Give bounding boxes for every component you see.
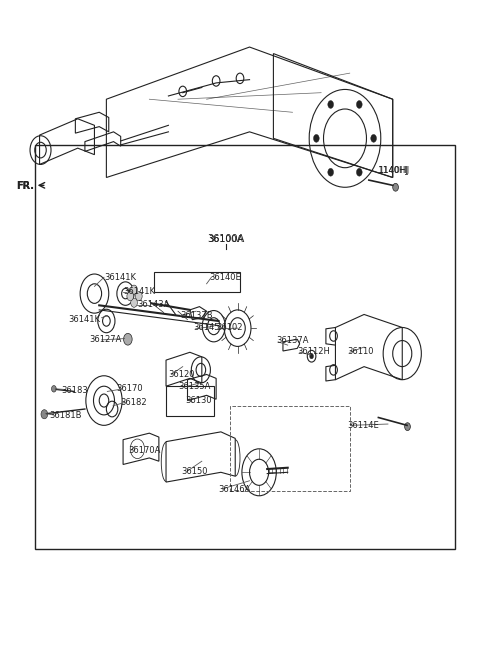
Circle shape	[328, 101, 334, 108]
Text: 1140HJ: 1140HJ	[378, 166, 411, 176]
Text: 36141K: 36141K	[104, 272, 136, 282]
Text: 36150: 36150	[182, 467, 208, 476]
Circle shape	[310, 354, 313, 359]
Circle shape	[328, 168, 334, 176]
Text: 36137B: 36137B	[180, 310, 213, 320]
Text: 36145: 36145	[193, 323, 220, 332]
Text: 36130: 36130	[185, 396, 212, 405]
Text: FR.: FR.	[16, 181, 34, 191]
Circle shape	[131, 285, 137, 294]
Circle shape	[135, 291, 142, 301]
Text: 36102: 36102	[216, 323, 243, 332]
Text: 36100A: 36100A	[208, 235, 243, 244]
Circle shape	[131, 298, 137, 307]
Text: 1140HJ: 1140HJ	[378, 166, 408, 176]
Text: 36140E: 36140E	[209, 272, 241, 282]
Text: 36170: 36170	[116, 384, 143, 393]
Text: 36114E: 36114E	[348, 421, 379, 430]
Bar	[166, 386, 214, 415]
Text: 36141K: 36141K	[123, 287, 155, 296]
Text: 36110: 36110	[348, 347, 374, 356]
Text: 36112H: 36112H	[297, 347, 330, 356]
Circle shape	[371, 134, 376, 142]
Circle shape	[41, 409, 48, 419]
Text: 36141K: 36141K	[68, 314, 100, 324]
Circle shape	[123, 333, 132, 345]
Bar	[35, 145, 455, 550]
Circle shape	[313, 134, 319, 142]
Circle shape	[127, 291, 133, 301]
Circle shape	[357, 101, 362, 108]
Text: 36120: 36120	[168, 370, 195, 379]
Circle shape	[357, 168, 362, 176]
Text: 36181B: 36181B	[49, 411, 82, 420]
Text: 36135A: 36135A	[178, 383, 210, 391]
Bar	[154, 272, 240, 291]
Text: 36182: 36182	[120, 398, 147, 407]
Text: 36100A: 36100A	[207, 234, 244, 244]
Text: FR.: FR.	[16, 181, 34, 191]
Bar	[230, 405, 350, 491]
Text: 36137A: 36137A	[277, 336, 309, 345]
Text: 36183: 36183	[61, 386, 88, 394]
Text: 36127A: 36127A	[90, 335, 122, 344]
Text: 36143A: 36143A	[137, 299, 170, 309]
Circle shape	[51, 386, 56, 392]
Text: 36170A: 36170A	[128, 446, 160, 455]
Circle shape	[393, 183, 398, 191]
Circle shape	[405, 422, 410, 430]
Text: 36146A: 36146A	[218, 485, 251, 494]
